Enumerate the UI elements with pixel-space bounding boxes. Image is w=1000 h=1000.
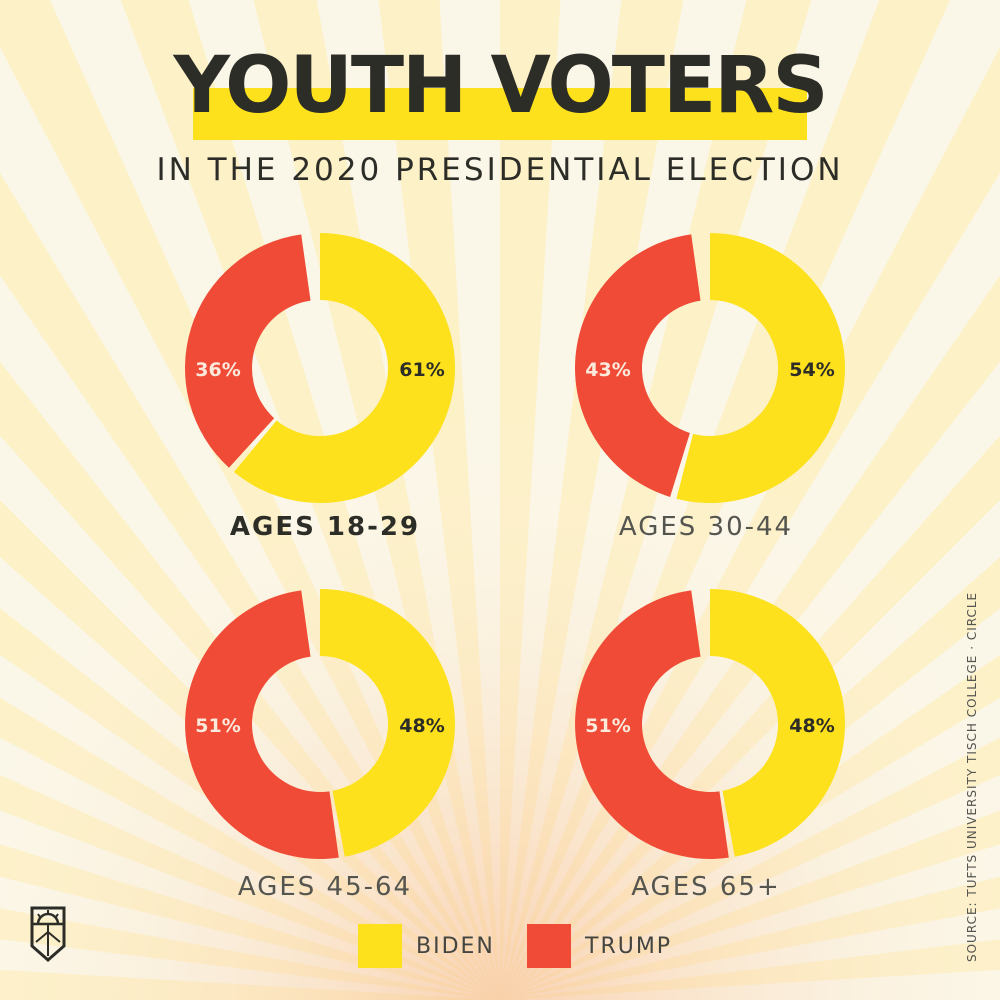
donut-slice-biden xyxy=(320,589,456,857)
donut-slice-trump xyxy=(184,234,311,468)
donut-slice-trump xyxy=(185,590,339,859)
sunrise-logo-icon xyxy=(30,906,66,962)
donut-slice-biden xyxy=(710,588,846,857)
legend-swatch-trump xyxy=(527,924,571,968)
data-label-biden: 54% xyxy=(789,359,834,381)
page-title: YOUTH VOTERS xyxy=(173,41,828,131)
data-label-biden: 48% xyxy=(399,715,444,737)
data-label-biden: 61% xyxy=(399,359,444,381)
chart-title-30-44: AGES 30-44 xyxy=(618,512,794,542)
legend-swatch-biden xyxy=(358,924,402,968)
legend-label-trump: TRUMP xyxy=(585,933,673,959)
donut-slice-trump xyxy=(574,234,701,497)
data-label-biden: 48% xyxy=(789,715,834,737)
page-subtitle: IN THE 2020 PRESIDENTIAL ELECTION xyxy=(156,152,844,188)
data-label-trump: 51% xyxy=(195,715,240,737)
legend-label-biden: BIDEN xyxy=(416,933,495,959)
chart-title-45-64: AGES 45-64 xyxy=(237,872,413,902)
chart-title-18-29: AGES 18-29 xyxy=(229,512,421,542)
legend-item-trump: TRUMP xyxy=(527,924,672,968)
data-label-trump: 51% xyxy=(585,715,630,737)
legend-item-biden: BIDEN xyxy=(358,924,495,968)
donut-slice-trump xyxy=(575,590,729,859)
chart-title-65-plus: AGES 65+ xyxy=(631,872,781,902)
source-credit: SOURCE: TUFTS UNIVERSITY TISCH COLLEGE ·… xyxy=(965,591,979,962)
data-label-trump: 43% xyxy=(585,359,630,381)
data-label-trump: 36% xyxy=(195,359,240,381)
donut-slice-biden xyxy=(233,233,455,503)
donut-slice-biden xyxy=(676,233,846,503)
title-highlight-bar xyxy=(193,88,807,140)
